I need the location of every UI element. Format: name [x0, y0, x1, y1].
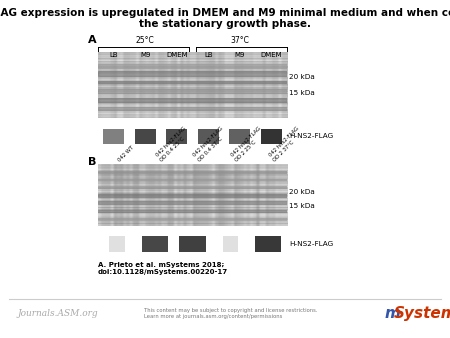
Bar — [98, 201, 287, 204]
Text: the stationary growth phase.: the stationary growth phase. — [139, 19, 311, 29]
Text: M9: M9 — [140, 52, 151, 58]
Text: 042 WT: 042 WT — [117, 144, 135, 162]
Text: DMEM: DMEM — [166, 52, 188, 58]
Text: LB: LB — [204, 52, 213, 58]
Text: This content may be subject to copyright and license restrictions.
Learn more at: This content may be subject to copyright… — [144, 308, 318, 319]
Text: 042 hns2-FLAG
OD 2 37°C: 042 hns2-FLAG OD 2 37°C — [268, 126, 304, 162]
Bar — [98, 98, 287, 102]
Bar — [230, 129, 250, 144]
Text: M9: M9 — [234, 52, 245, 58]
Text: A: A — [88, 35, 96, 46]
Bar — [98, 210, 287, 212]
Bar — [109, 236, 125, 252]
Text: H-NS2-FLAG: H-NS2-FLAG — [289, 134, 333, 139]
Bar — [261, 129, 282, 144]
Text: m: m — [385, 306, 400, 321]
Bar — [98, 186, 287, 188]
Text: 042 hns2-FLAG
OD 0.4 25°C: 042 hns2-FLAG OD 0.4 25°C — [155, 126, 191, 162]
Bar — [98, 89, 287, 93]
Bar — [142, 236, 168, 252]
Text: 25°C: 25°C — [136, 36, 155, 45]
Bar — [98, 194, 287, 197]
Text: A. Prieto et al. mSystems 2018;
doi:10.1128/mSystems.00220-17: A. Prieto et al. mSystems 2018; doi:10.1… — [98, 262, 228, 275]
Text: H-NS2-FLAG: H-NS2-FLAG — [289, 241, 333, 247]
Bar — [223, 236, 238, 252]
Text: DMEM: DMEM — [261, 52, 282, 58]
Text: 15 kDa: 15 kDa — [289, 203, 315, 210]
Text: 37°C: 37°C — [230, 36, 249, 45]
Bar — [98, 171, 287, 173]
Bar — [98, 71, 287, 76]
Bar — [98, 106, 287, 110]
Text: LB: LB — [109, 52, 118, 58]
Bar — [198, 129, 219, 144]
Text: B: B — [88, 157, 96, 167]
Bar — [98, 218, 287, 220]
Bar — [180, 236, 206, 252]
Text: 042 hns2-FLAG
OD 0.4 37°C: 042 hns2-FLAG OD 0.4 37°C — [193, 126, 229, 162]
Text: H-NS2-FLAG expression is upregulated in DMEM and M9 minimal medium and when cell: H-NS2-FLAG expression is upregulated in … — [0, 8, 450, 19]
Bar — [98, 179, 287, 180]
Text: 20 kDa: 20 kDa — [289, 74, 315, 80]
Bar — [104, 129, 124, 144]
Bar — [166, 129, 187, 144]
Text: 20 kDa: 20 kDa — [289, 189, 315, 195]
Text: 15 kDa: 15 kDa — [289, 90, 315, 96]
Text: Journals.ASM.org: Journals.ASM.org — [18, 309, 99, 318]
Bar — [255, 236, 281, 252]
Bar — [98, 81, 287, 83]
Bar — [98, 64, 287, 68]
Text: Systems: Systems — [394, 306, 450, 321]
Text: 042 hns2-FLAG
OD 2 25°C: 042 hns2-FLAG OD 2 25°C — [230, 126, 266, 162]
Bar — [135, 129, 156, 144]
